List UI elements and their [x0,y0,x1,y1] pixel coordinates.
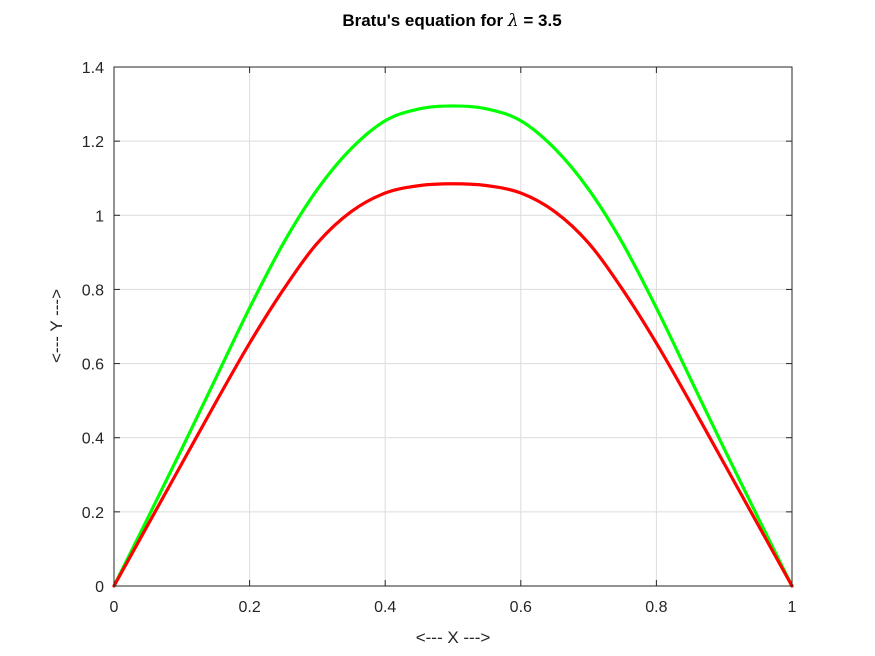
x-axis-label: <--- X ---> [416,628,491,647]
y-tick-label: 1.2 [82,134,104,151]
y-tick-label: 0.2 [82,505,104,522]
y-tick-label: 0 [95,579,104,596]
y-tick-label: 1 [95,208,104,225]
grid-lines [113,66,793,587]
chart-title: Bratu's equation for λ = 3.5 [342,11,561,31]
y-tick-label: 0.4 [82,431,104,448]
y-tick-label: 0.6 [82,357,104,374]
plot-series [112,104,794,588]
x-tick-label: 0.2 [238,599,260,616]
axes-frame [113,66,793,587]
y-tick-label: 0.8 [82,282,104,299]
series-line-2 [112,182,794,588]
x-tick-label: 0 [110,599,119,616]
x-tick-label: 0.8 [645,599,667,616]
y-tick-label: 1.4 [82,60,104,77]
x-tick-label: 0.6 [510,599,532,616]
axis-ticks: 0 0.2 0.4 0.6 0.8 1 0 0.2 0.4 0.6 0.8 1 1.2 1.4 [82,60,797,616]
series-line-1 [112,104,794,588]
y-axis-label: <--- Y ---> [47,289,66,363]
x-tick-label: 1 [788,599,797,616]
x-tick-label: 0.4 [374,599,396,616]
